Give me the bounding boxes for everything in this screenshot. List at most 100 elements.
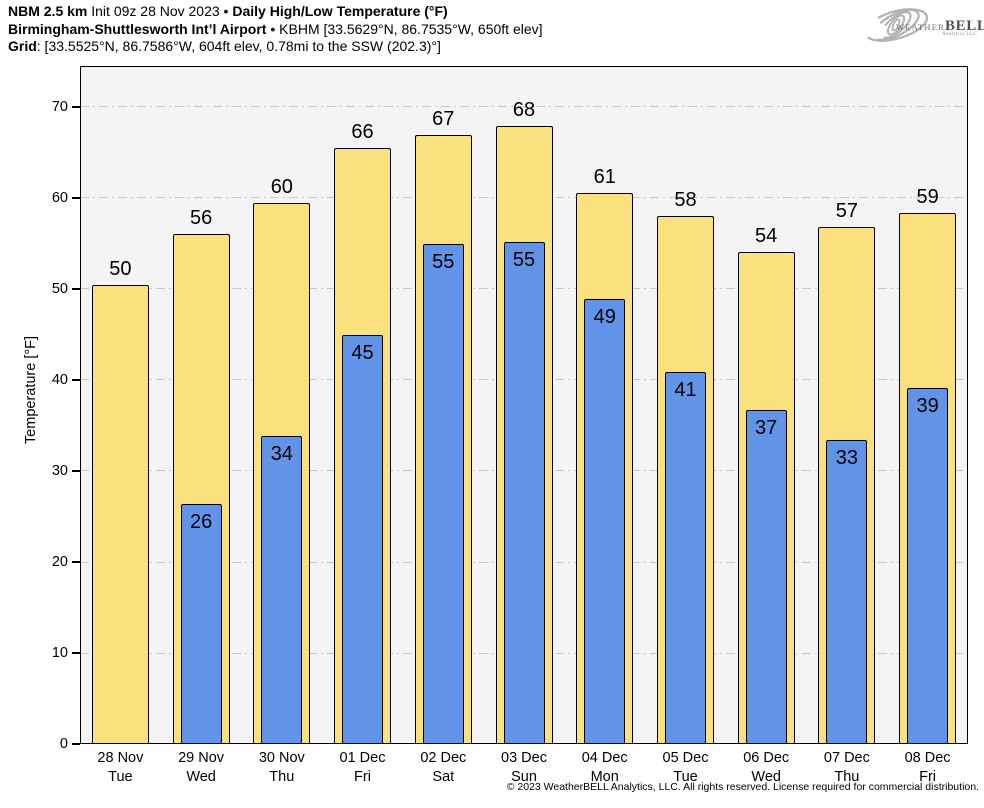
x-category-label: 08 Dec Fri (883, 749, 973, 786)
station-name: Birmingham-Shuttlesworth Int’l Airport (8, 20, 267, 37)
high-value-label: 56 (189, 207, 213, 230)
x-category-date: 06 Dec (743, 750, 790, 766)
header-line-3: Grid: [33.5525°N, 86.7586°W, 604ft elev,… (8, 38, 543, 56)
high-value-label: 57 (835, 200, 859, 223)
low-bar (584, 299, 626, 744)
x-category-day: Fri (919, 768, 937, 785)
grid-label: Grid (8, 38, 37, 54)
x-category-day: Sat (432, 768, 455, 785)
low-bar (664, 371, 706, 744)
x-category-day: Mon (590, 768, 619, 785)
high-value-label: 67 (432, 108, 455, 131)
x-category-label: 02 Dec Sat (398, 749, 488, 786)
x-category-date: 01 Dec (339, 750, 386, 766)
y-tick (72, 106, 80, 108)
hurricane-swirl-icon (863, 8, 929, 42)
low-bar (907, 388, 949, 744)
y-tick (72, 743, 80, 745)
low-value-label: 41 (674, 378, 697, 401)
chart-header: NBM 2.5 km Init 09z 28 Nov 2023 • Daily … (8, 3, 543, 56)
x-category-day: Thu (834, 768, 860, 785)
x-category-date: 02 Dec (420, 750, 467, 766)
high-value-label: 59 (916, 185, 939, 208)
x-category-date: 03 Dec (501, 750, 547, 766)
y-tick-label: 70 (51, 98, 68, 115)
high-value-label: 58 (674, 189, 697, 212)
x-category-label: 04 Dec Mon (560, 749, 650, 786)
x-category-label: 01 Dec Fri (318, 749, 408, 786)
low-value-label: 55 (432, 251, 455, 274)
init-time: Init 09z 28 Nov 2023 • (87, 3, 233, 19)
x-category-label: 03 Dec Sun (479, 749, 569, 786)
x-category-day: Wed (186, 768, 216, 785)
x-category-date: 08 Dec (904, 750, 951, 766)
logo-brand-text: WeatherBELL (896, 17, 984, 35)
x-category-day: Thu (269, 768, 295, 785)
grid-meta: : [33.5525°N, 86.7586°W, 604ft elev, 0.7… (36, 38, 441, 54)
high-value-label: 54 (755, 224, 778, 247)
low-bar (180, 503, 222, 744)
high-value-label: 68 (512, 99, 536, 122)
high-value-label: 60 (270, 175, 293, 198)
y-tick (72, 561, 80, 563)
low-bar (261, 436, 303, 744)
x-category-label: 05 Dec Tue (641, 749, 731, 786)
y-tick-label: 0 (59, 736, 68, 752)
x-category-date: 29 Nov (178, 750, 225, 766)
x-category-day: Tue (673, 768, 698, 785)
low-value-label: 45 (351, 341, 374, 364)
product-title: Daily High/Low Temperature (°F) (232, 3, 448, 19)
y-axis-title: Temperature [°F] (23, 335, 39, 445)
y-tick-label: 30 (51, 462, 68, 479)
y-tick (72, 470, 80, 472)
y-tick-label: 50 (51, 280, 68, 297)
x-category-day: Wed (751, 768, 781, 785)
low-value-label: 55 (512, 248, 536, 271)
x-category-date: 05 Dec (662, 750, 709, 766)
y-tick-label: 10 (51, 644, 68, 661)
x-category-date: 30 Nov (258, 750, 305, 766)
low-bar (826, 440, 868, 744)
gridline (80, 106, 968, 108)
x-category-label: 28 Nov Tue (75, 749, 165, 786)
low-bar (422, 244, 464, 744)
y-tick (72, 652, 80, 654)
high-bar (91, 285, 149, 744)
x-category-label: 30 Nov Thu (237, 749, 327, 786)
x-category-label: 06 Dec Wed (721, 749, 811, 786)
low-value-label: 49 (593, 306, 616, 328)
model-name: NBM 2.5 km (8, 3, 88, 19)
low-value-label: 37 (755, 417, 778, 439)
header-line-1: NBM 2.5 km Init 09z 28 Nov 2023 • Daily … (8, 3, 543, 21)
logo-brand-suffix: BELL (945, 18, 984, 34)
high-value-label: 66 (351, 120, 374, 143)
y-tick-label: 60 (51, 189, 68, 206)
station-meta: • KBHM [33.5629°N, 86.7535°W, 650ft elev… (266, 20, 543, 37)
x-category-date: 28 Nov (97, 750, 144, 766)
high-value-label: 61 (593, 165, 616, 188)
logo-subtitle: Analytics LLC (942, 32, 978, 37)
y-tick (72, 288, 80, 290)
x-category-label: 29 Nov Wed (156, 749, 246, 786)
low-value-label: 26 (189, 510, 213, 533)
low-value-label: 34 (270, 443, 293, 466)
x-category-date: 04 Dec (581, 750, 628, 766)
x-category-day: Sun (511, 768, 537, 785)
y-tick-label: 40 (51, 371, 68, 388)
logo-brand-prefix: Weather (896, 22, 946, 32)
low-bar (745, 410, 787, 744)
high-value-label: 50 (109, 258, 132, 281)
x-category-day: Tue (108, 768, 133, 785)
y-tick (72, 379, 80, 381)
x-category-label: 07 Dec Thu (802, 749, 892, 786)
y-tick (72, 197, 80, 199)
x-category-date: 07 Dec (823, 750, 870, 766)
low-bar (342, 334, 384, 744)
header-line-2: Birmingham-Shuttlesworth Int’l Airport •… (8, 21, 543, 39)
footer-copyright: © 2023 WeatherBELL Analytics, LLC. All r… (506, 781, 979, 793)
low-value-label: 39 (916, 395, 939, 418)
low-bar (503, 241, 545, 744)
weatherbell-logo: WeatherBELL Analytics LLC (856, 0, 984, 50)
y-tick-label: 20 (51, 553, 68, 570)
